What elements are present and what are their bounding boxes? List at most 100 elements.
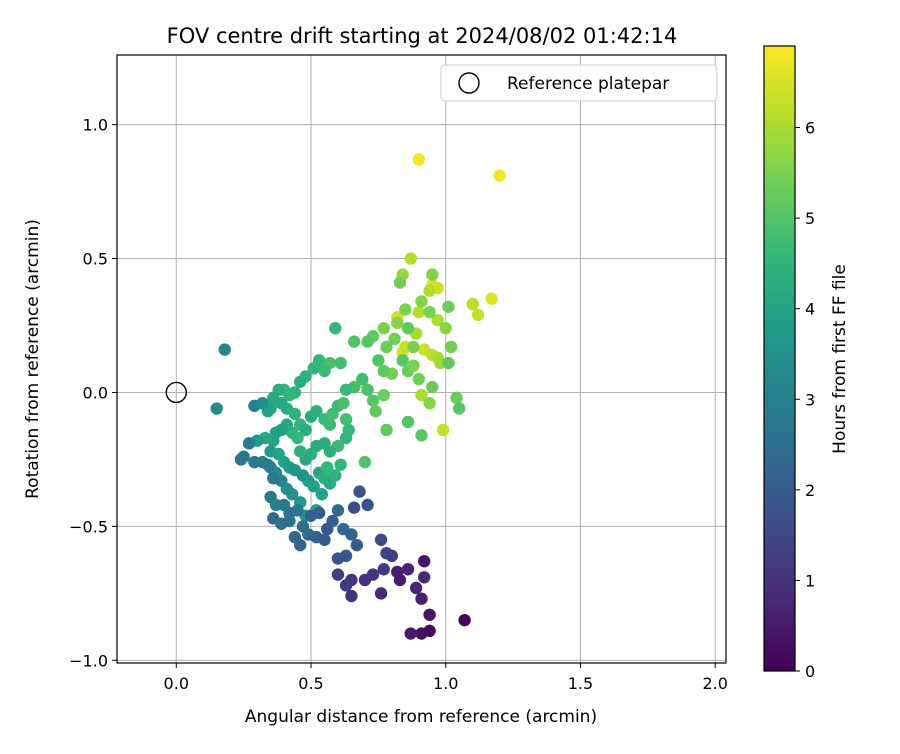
data-point	[323, 418, 337, 431]
data-point	[294, 375, 307, 388]
data-point	[339, 579, 353, 592]
data-point	[361, 498, 374, 512]
data-point	[444, 340, 458, 354]
data-point	[493, 169, 506, 182]
data-point	[450, 391, 463, 405]
data-point	[485, 292, 498, 305]
data-point	[388, 332, 401, 346]
x-tick-label: 0.5	[298, 674, 323, 693]
data-point	[412, 305, 426, 319]
data-point	[347, 335, 361, 348]
data-point	[310, 405, 323, 418]
data-point	[458, 613, 471, 627]
data-point	[426, 268, 439, 281]
data-point	[329, 469, 342, 482]
data-point	[423, 305, 436, 319]
y-tick-label: 0.0	[83, 383, 108, 402]
data-point	[345, 528, 358, 541]
colorbar-label: Hours from first FF file	[830, 264, 850, 454]
data-point	[339, 413, 353, 426]
data-point	[401, 415, 415, 429]
plot-frame	[116, 54, 727, 664]
data-point	[412, 153, 426, 166]
data-point	[369, 405, 382, 418]
data-point	[377, 364, 390, 378]
data-point	[415, 429, 428, 442]
x-tick-label: 2.0	[702, 674, 727, 693]
data-point	[318, 533, 331, 546]
data-point	[380, 340, 393, 354]
data-point	[334, 356, 347, 370]
y-tick-label: 0.5	[83, 250, 108, 269]
data-point	[288, 407, 302, 421]
data-point	[358, 573, 372, 587]
data-point	[415, 627, 428, 640]
data-point	[404, 627, 417, 640]
data-point	[377, 321, 390, 335]
data-point	[331, 568, 345, 581]
data-point	[393, 573, 407, 587]
data-point	[361, 335, 374, 348]
data-point	[396, 354, 409, 367]
y-tick-label: −1.0	[69, 651, 108, 670]
grid-layer	[117, 55, 726, 663]
data-point	[377, 563, 390, 576]
data-point	[436, 423, 450, 437]
data-point	[415, 295, 428, 308]
data-point	[385, 549, 399, 563]
data-point	[261, 458, 275, 471]
data-point	[374, 587, 388, 600]
data-point	[331, 504, 345, 517]
data-point	[412, 372, 426, 386]
data-point	[471, 308, 485, 322]
data-point	[267, 471, 280, 485]
data-point	[453, 402, 466, 415]
data-point	[337, 396, 350, 410]
data-point	[417, 555, 431, 568]
colorbar: 0 1 2 3 4 5 6	[763, 45, 815, 681]
y-tick-label: 1.0	[83, 116, 108, 135]
data-point	[366, 394, 380, 407]
data-point	[361, 383, 374, 397]
data-point	[393, 276, 407, 289]
legend-box	[440, 64, 718, 102]
data-point	[320, 522, 334, 536]
data-point	[466, 297, 479, 311]
data-point	[399, 303, 412, 316]
data-point	[218, 343, 231, 356]
data-point	[291, 504, 304, 517]
data-point	[350, 538, 364, 552]
data-point	[377, 388, 390, 402]
data-point	[431, 313, 444, 327]
data-point	[356, 372, 369, 386]
colorbar-tick-label: 6	[805, 119, 815, 138]
data-point	[242, 437, 256, 450]
x-axis-label: Angular distance from reference (arcmin)	[245, 707, 597, 727]
data-point	[404, 252, 417, 265]
x-tick-label: 1.5	[568, 674, 593, 693]
data-point	[374, 533, 388, 546]
data-point	[415, 592, 428, 605]
colorbar-tick-label: 2	[805, 481, 815, 500]
data-point	[304, 509, 318, 522]
data-point	[345, 589, 358, 603]
data-point	[294, 445, 307, 458]
data-point	[339, 383, 353, 397]
data-point	[439, 321, 452, 335]
data-point	[417, 571, 431, 584]
axes-layer: 0.0 0.5 1.0 1.5 2.0 −1.0 −0.5 0.0 0.5 1.0	[69, 54, 728, 693]
data-point	[248, 455, 261, 469]
data-point	[331, 552, 345, 565]
colorbar-tick-label: 0	[805, 662, 815, 681]
reference-platepar-marker	[165, 381, 187, 404]
data-point	[307, 480, 320, 493]
data-point	[318, 364, 331, 378]
data-point	[294, 538, 307, 552]
data-point	[415, 388, 428, 402]
data-point	[256, 396, 269, 410]
data-point	[401, 563, 415, 576]
data-point	[442, 356, 455, 370]
data-point	[407, 340, 420, 354]
